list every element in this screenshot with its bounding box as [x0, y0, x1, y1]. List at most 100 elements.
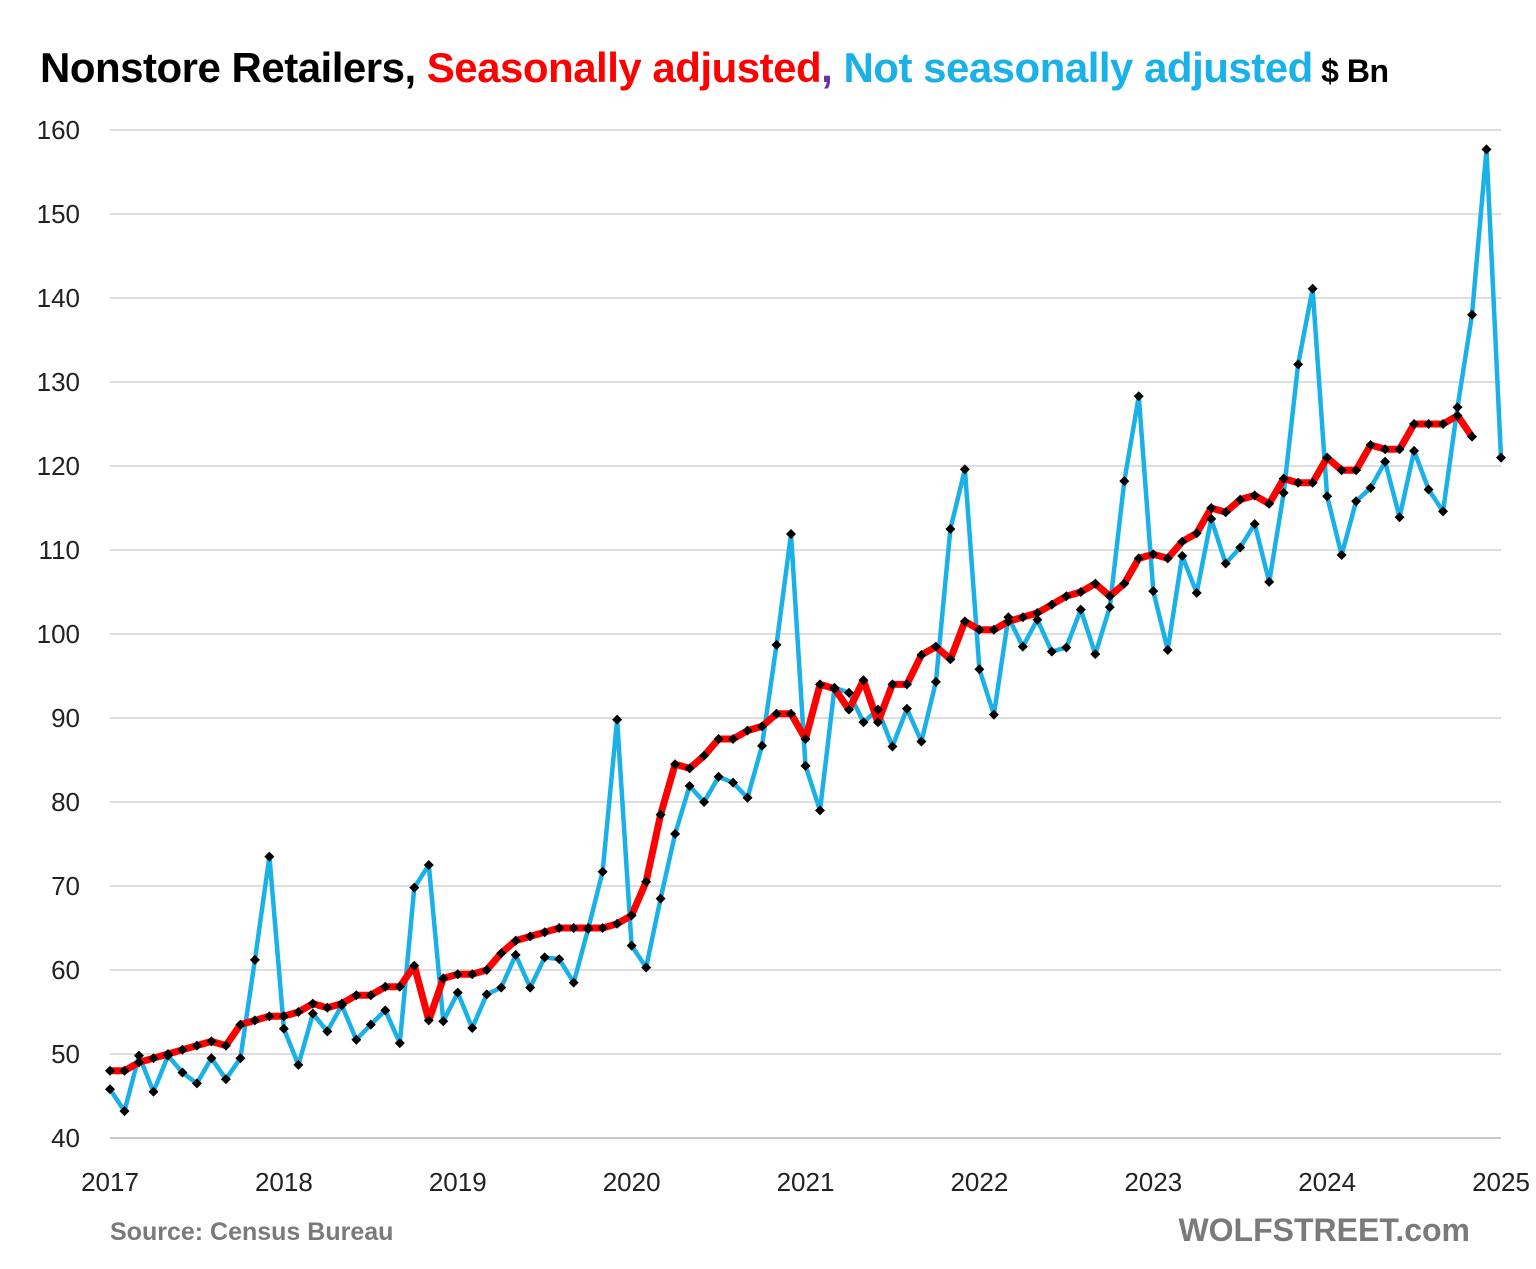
x-tick-label: 2017 [81, 1167, 139, 1197]
point-seasonally-adjusted [336, 998, 347, 1009]
point-not-seasonally-adjusted [1365, 482, 1376, 493]
point-not-seasonally-adjusted [1409, 445, 1420, 456]
point-seasonally-adjusted [1452, 410, 1463, 421]
point-not-seasonally-adjusted [206, 1053, 217, 1064]
point-not-seasonally-adjusted [1481, 144, 1492, 155]
point-seasonally-adjusted [409, 960, 420, 971]
point-seasonally-adjusted [655, 809, 666, 820]
y-tick-label: 120 [37, 451, 80, 481]
point-seasonally-adjusted [322, 1002, 333, 1013]
point-not-seasonally-adjusted [1206, 513, 1217, 524]
point-not-seasonally-adjusted [771, 639, 782, 650]
point-not-seasonally-adjusted [1119, 476, 1130, 487]
point-seasonally-adjusted [206, 1036, 217, 1047]
point-seasonally-adjusted [1293, 477, 1304, 488]
point-seasonally-adjusted [786, 708, 797, 719]
point-not-seasonally-adjusted [1090, 649, 1101, 660]
y-tick-label: 60 [51, 955, 80, 985]
point-seasonally-adjusted [278, 1011, 289, 1022]
y-tick-label: 70 [51, 871, 80, 901]
title-separator: , [821, 44, 833, 91]
point-not-seasonally-adjusted [1264, 576, 1275, 587]
y-tick-label: 130 [37, 367, 80, 397]
point-seasonally-adjusted [162, 1049, 173, 1059]
point-seasonally-adjusted [220, 1040, 231, 1051]
point-seasonally-adjusted [1307, 477, 1318, 488]
point-seasonally-adjusted [351, 990, 362, 1001]
point-seasonally-adjusted [452, 969, 463, 980]
x-axis-ticks: 2017 2018 2019 2020 2021 2022 2023 2024 2025 [81, 1167, 1530, 1197]
point-not-seasonally-adjusted [1017, 641, 1028, 652]
point-seasonally-adjusted [1206, 503, 1217, 513]
point-not-seasonally-adjusted [409, 882, 420, 893]
point-seasonally-adjusted [1191, 528, 1202, 539]
point-seasonally-adjusted [568, 923, 579, 933]
x-tick-label: 2025 [1472, 1167, 1530, 1197]
point-seasonally-adjusted [1090, 578, 1101, 589]
point-seasonally-adjusted [235, 1019, 246, 1030]
point-not-seasonally-adjusted [670, 828, 681, 839]
point-seasonally-adjusted [1438, 419, 1449, 429]
point-seasonally-adjusted [1104, 591, 1115, 602]
point-not-seasonally-adjusted [351, 1034, 362, 1045]
point-seasonally-adjusted [728, 734, 739, 744]
y-tick-label: 50 [51, 1039, 80, 1069]
point-not-seasonally-adjusted [510, 949, 521, 960]
point-seasonally-adjusted [1249, 490, 1260, 501]
point-not-seasonally-adjusted [684, 781, 695, 792]
point-not-seasonally-adjusted [1220, 558, 1231, 569]
point-seasonally-adjusted [394, 981, 405, 992]
point-not-seasonally-adjusted [1061, 642, 1072, 653]
point-seasonally-adjusted [1322, 452, 1333, 463]
point-seasonally-adjusted [843, 704, 854, 715]
point-seasonally-adjusted [539, 927, 550, 938]
point-not-seasonally-adjusted [1148, 586, 1159, 597]
point-not-seasonally-adjusted [1351, 496, 1362, 507]
point-seasonally-adjusted [1046, 599, 1057, 610]
point-not-seasonally-adjusted [945, 524, 956, 534]
point-not-seasonally-adjusted [119, 1106, 130, 1117]
point-not-seasonally-adjusted [1177, 550, 1188, 561]
point-seasonally-adjusted [365, 990, 376, 1001]
point-not-seasonally-adjusted [365, 1019, 376, 1030]
point-not-seasonally-adjusted [1394, 512, 1405, 523]
point-not-seasonally-adjusted [467, 1022, 478, 1033]
point-seasonally-adjusted [148, 1053, 159, 1064]
point-not-seasonally-adjusted [655, 893, 666, 904]
point-not-seasonally-adjusted [1191, 587, 1202, 598]
title-unit: $ Bn [1312, 53, 1389, 89]
x-tick-label: 2020 [603, 1167, 661, 1197]
y-tick-label: 160 [37, 115, 80, 145]
point-seasonally-adjusted [307, 998, 318, 1009]
point-not-seasonally-adjusted [1075, 604, 1086, 615]
point-not-seasonally-adjusted [1278, 487, 1289, 498]
point-seasonally-adjusted [467, 969, 478, 980]
point-not-seasonally-adjusted [220, 1074, 231, 1085]
y-tick-label: 40 [51, 1123, 80, 1153]
point-not-seasonally-adjusted [380, 1005, 391, 1016]
point-seasonally-adjusted [1394, 444, 1405, 455]
point-not-seasonally-adjusted [699, 797, 710, 807]
point-seasonally-adjusted [1032, 608, 1043, 618]
point-not-seasonally-adjusted [438, 1016, 449, 1027]
point-seasonally-adjusted [959, 616, 970, 627]
x-tick-label: 2018 [255, 1167, 313, 1197]
point-not-seasonally-adjusted [626, 940, 637, 951]
gridlines [110, 129, 1501, 1139]
point-seasonally-adjusted [974, 624, 985, 635]
point-not-seasonally-adjusted [887, 741, 898, 752]
point-not-seasonally-adjusted [423, 860, 434, 870]
series-line-not-seasonally-adjusted [107, 147, 1504, 1114]
point-seasonally-adjusted [133, 1057, 144, 1068]
point-seasonally-adjusted [814, 679, 825, 690]
y-tick-label: 110 [39, 535, 80, 565]
series-lines [106, 147, 1504, 1114]
point-not-seasonally-adjusted [757, 740, 768, 751]
point-not-seasonally-adjusted [742, 792, 753, 803]
point-seasonally-adjusted [177, 1044, 188, 1055]
point-seasonally-adjusted [1423, 419, 1434, 429]
point-seasonally-adjusted [626, 910, 637, 921]
point-seasonally-adjusted [1235, 494, 1246, 505]
point-seasonally-adjusted [1365, 440, 1376, 450]
point-not-seasonally-adjusted [1046, 646, 1057, 657]
